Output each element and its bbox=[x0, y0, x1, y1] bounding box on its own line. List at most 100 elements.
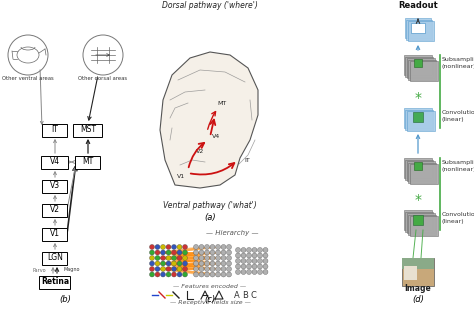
Circle shape bbox=[172, 266, 176, 271]
FancyBboxPatch shape bbox=[75, 155, 100, 168]
Circle shape bbox=[177, 272, 182, 277]
Text: (b): (b) bbox=[59, 295, 71, 304]
Circle shape bbox=[199, 245, 204, 250]
Circle shape bbox=[182, 272, 188, 277]
Circle shape bbox=[155, 261, 160, 266]
Circle shape bbox=[236, 247, 240, 252]
Text: (nonlinear): (nonlinear) bbox=[442, 167, 474, 172]
Circle shape bbox=[199, 261, 204, 266]
FancyBboxPatch shape bbox=[414, 162, 422, 170]
Circle shape bbox=[252, 270, 257, 275]
Text: MT: MT bbox=[218, 101, 227, 106]
Text: Parvo: Parvo bbox=[32, 267, 46, 272]
Text: *: * bbox=[414, 91, 421, 105]
FancyBboxPatch shape bbox=[408, 21, 434, 41]
Text: V1: V1 bbox=[50, 230, 60, 238]
Circle shape bbox=[166, 256, 171, 261]
Circle shape bbox=[257, 253, 263, 258]
FancyBboxPatch shape bbox=[43, 124, 67, 137]
Circle shape bbox=[263, 247, 268, 252]
Circle shape bbox=[199, 250, 204, 255]
Circle shape bbox=[172, 261, 176, 266]
Circle shape bbox=[263, 259, 268, 264]
Circle shape bbox=[155, 245, 160, 250]
Circle shape bbox=[177, 250, 182, 255]
Text: MST: MST bbox=[80, 125, 96, 134]
Circle shape bbox=[227, 272, 231, 277]
Text: V2: V2 bbox=[50, 206, 60, 215]
Text: (a): (a) bbox=[204, 213, 216, 222]
Circle shape bbox=[216, 245, 220, 250]
Circle shape bbox=[149, 256, 155, 261]
Text: V2: V2 bbox=[196, 149, 204, 154]
Circle shape bbox=[216, 266, 220, 271]
Circle shape bbox=[216, 256, 220, 261]
Circle shape bbox=[210, 250, 215, 255]
Circle shape bbox=[227, 261, 231, 266]
Circle shape bbox=[236, 270, 240, 275]
Circle shape bbox=[210, 245, 215, 250]
Text: Other ventral areas: Other ventral areas bbox=[2, 76, 54, 81]
Circle shape bbox=[155, 250, 160, 255]
Circle shape bbox=[149, 261, 155, 266]
FancyBboxPatch shape bbox=[407, 58, 435, 78]
Circle shape bbox=[257, 264, 263, 269]
Circle shape bbox=[149, 272, 155, 277]
FancyBboxPatch shape bbox=[404, 55, 432, 75]
FancyBboxPatch shape bbox=[411, 23, 425, 33]
Text: B: B bbox=[242, 290, 248, 300]
Circle shape bbox=[246, 259, 252, 264]
Text: — Receptive fields size —: — Receptive fields size — bbox=[170, 300, 250, 305]
FancyBboxPatch shape bbox=[409, 60, 437, 80]
FancyBboxPatch shape bbox=[410, 216, 438, 236]
Circle shape bbox=[193, 266, 199, 271]
FancyBboxPatch shape bbox=[404, 158, 432, 178]
Circle shape bbox=[227, 245, 231, 250]
Circle shape bbox=[227, 250, 231, 255]
Circle shape bbox=[204, 266, 210, 271]
FancyBboxPatch shape bbox=[407, 111, 435, 131]
Circle shape bbox=[177, 256, 182, 261]
Circle shape bbox=[182, 245, 188, 250]
Circle shape bbox=[177, 266, 182, 271]
FancyBboxPatch shape bbox=[407, 161, 435, 181]
Text: V3: V3 bbox=[50, 182, 60, 191]
FancyBboxPatch shape bbox=[43, 203, 67, 217]
Circle shape bbox=[177, 245, 182, 250]
Text: V1: V1 bbox=[177, 174, 185, 179]
PathPatch shape bbox=[160, 52, 258, 188]
Circle shape bbox=[236, 253, 240, 258]
Text: *: * bbox=[414, 193, 421, 207]
Text: Subsampling: Subsampling bbox=[442, 57, 474, 62]
Circle shape bbox=[263, 253, 268, 258]
Text: A: A bbox=[234, 290, 240, 300]
Circle shape bbox=[182, 266, 188, 271]
Circle shape bbox=[161, 261, 165, 266]
Circle shape bbox=[172, 250, 176, 255]
Text: (nonlinear): (nonlinear) bbox=[442, 64, 474, 69]
FancyBboxPatch shape bbox=[405, 159, 434, 179]
Text: C: C bbox=[250, 290, 256, 300]
FancyBboxPatch shape bbox=[409, 215, 437, 235]
Text: — Hierarchy —: — Hierarchy — bbox=[206, 230, 258, 236]
Circle shape bbox=[155, 272, 160, 277]
Circle shape bbox=[227, 256, 231, 261]
Text: Dorsal pathway ('where'): Dorsal pathway ('where') bbox=[162, 1, 258, 10]
Circle shape bbox=[257, 247, 263, 252]
Circle shape bbox=[166, 245, 171, 250]
Text: (d): (d) bbox=[412, 295, 424, 304]
FancyBboxPatch shape bbox=[413, 112, 423, 122]
FancyBboxPatch shape bbox=[402, 258, 434, 286]
Circle shape bbox=[204, 261, 210, 266]
Circle shape bbox=[221, 272, 226, 277]
Text: (c): (c) bbox=[204, 295, 216, 304]
Circle shape bbox=[177, 261, 182, 266]
Circle shape bbox=[166, 261, 171, 266]
FancyBboxPatch shape bbox=[405, 212, 434, 232]
Text: LGN: LGN bbox=[47, 253, 63, 262]
Text: — Features encoded —: — Features encoded — bbox=[173, 284, 246, 289]
Text: Retina: Retina bbox=[41, 277, 69, 286]
Circle shape bbox=[241, 253, 246, 258]
FancyBboxPatch shape bbox=[405, 110, 434, 129]
Circle shape bbox=[246, 264, 252, 269]
